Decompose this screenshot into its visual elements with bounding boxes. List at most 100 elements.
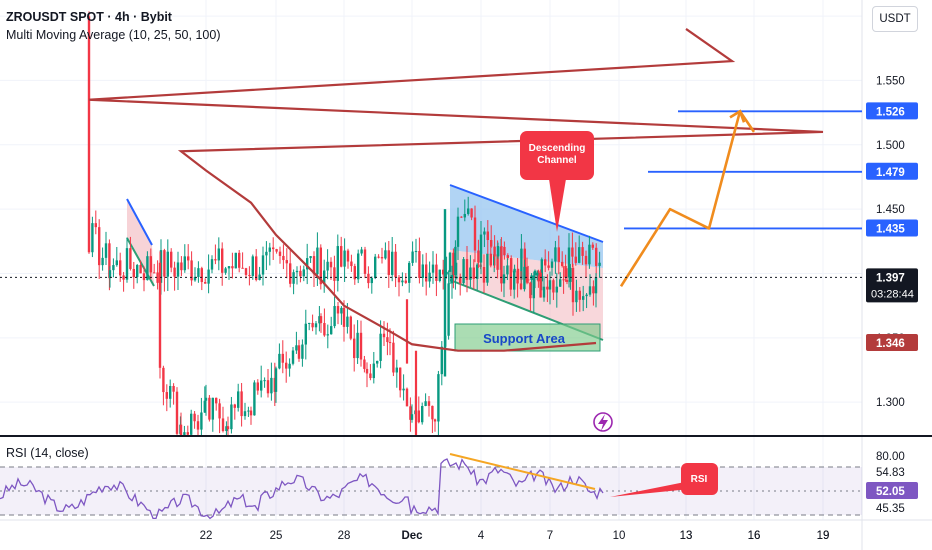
candle (179, 412, 183, 435)
candle-body (343, 250, 346, 267)
candle (435, 253, 438, 297)
candle (129, 236, 132, 271)
candle-body (516, 270, 519, 284)
candle (372, 351, 375, 384)
candle-body (472, 267, 475, 279)
candle-body (142, 273, 146, 281)
candle (456, 207, 460, 260)
candle (153, 263, 156, 274)
candle-body (555, 286, 558, 293)
candle-body (233, 404, 236, 408)
candle-body (214, 259, 217, 261)
candle (437, 370, 440, 435)
candle (255, 249, 258, 282)
time-tick-label: 22 (200, 530, 213, 542)
candle-body (585, 294, 588, 297)
candle-body (447, 283, 450, 336)
candle-body (249, 410, 253, 416)
rsi-legend[interactable]: RSI (14, close) (6, 446, 89, 460)
candle (142, 266, 146, 292)
candle-body (353, 266, 356, 280)
candle-body (326, 334, 329, 336)
candle (445, 256, 448, 279)
candle (200, 266, 203, 291)
candle-body (562, 279, 565, 281)
chart-title[interactable]: ZROUSDT SPOT · 4h · Bybit (6, 10, 172, 24)
candle-body (421, 406, 424, 423)
candle-body (149, 256, 152, 273)
candle (588, 274, 592, 297)
candle-body (224, 268, 227, 273)
candle-body (218, 403, 221, 419)
candle-body (336, 246, 339, 281)
candle (532, 271, 535, 313)
projection-path[interactable] (619, 110, 756, 288)
candle-body (384, 250, 387, 259)
candle (463, 199, 466, 222)
candle-body (547, 265, 550, 268)
candle-body (397, 277, 401, 283)
candle-body (411, 251, 414, 263)
candle (217, 237, 220, 271)
candle-body (193, 276, 197, 281)
candle-body (268, 247, 271, 252)
candle (379, 320, 382, 369)
horizontal-levels-layer (624, 110, 862, 230)
candle-body (87, 16, 91, 253)
candle-body (302, 269, 305, 277)
candle-body (454, 246, 457, 275)
candle (98, 219, 101, 279)
candle-body (417, 410, 420, 423)
candle-body (163, 250, 166, 277)
candle (247, 406, 250, 417)
candle (557, 235, 560, 275)
candle-body (112, 265, 115, 271)
candle-body (557, 247, 560, 262)
candle (342, 300, 346, 342)
candle-body (402, 388, 405, 391)
candle-body (525, 266, 529, 283)
candle (285, 248, 288, 279)
time-tick-label: 7 (547, 530, 553, 542)
small-channel-upper (126, 198, 153, 246)
candle-body (289, 263, 292, 284)
candle-body (479, 234, 483, 263)
candle-body (326, 261, 329, 271)
candle-body (565, 279, 569, 282)
candle-body (190, 413, 193, 435)
candle (489, 244, 492, 268)
candle-body (496, 246, 500, 257)
candle-body (486, 231, 489, 241)
indicator-legend[interactable]: Multi Moving Average (10, 25, 50, 100) (6, 28, 221, 42)
candle-body (125, 248, 129, 280)
candle-body (274, 368, 278, 392)
lightning-icon[interactable] (593, 412, 613, 432)
candle (365, 362, 369, 388)
candle-body (401, 280, 404, 283)
price-tick-label: 1.450 (876, 204, 905, 216)
candle (336, 302, 340, 325)
currency-button[interactable]: USDT (872, 6, 918, 32)
candle (442, 259, 445, 290)
candle (356, 320, 359, 364)
candle (210, 255, 214, 274)
support-area[interactable] (454, 323, 601, 352)
candle (360, 246, 363, 256)
candle-body (548, 280, 552, 290)
candle (559, 272, 562, 287)
candle-body (270, 377, 273, 394)
candle-body (104, 243, 108, 258)
candle (502, 265, 506, 298)
level-price-label: 1.526 (866, 102, 918, 120)
candle (282, 244, 285, 270)
candle (258, 266, 261, 281)
candle (472, 259, 475, 290)
candle-body (431, 405, 434, 420)
descending-channel-callout[interactable]: Descending Channel (520, 131, 594, 232)
candle (292, 269, 295, 295)
rsi-callout[interactable]: RSI (610, 463, 718, 497)
candle (241, 252, 244, 269)
candle-body (261, 255, 265, 275)
